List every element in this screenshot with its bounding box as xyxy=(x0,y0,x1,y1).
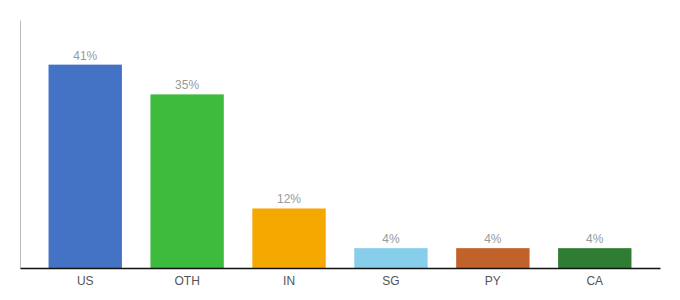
x-tick-label: SG xyxy=(382,274,399,288)
x-tick-label: IN xyxy=(283,274,295,288)
x-axis: US OTH IN SG PY CA xyxy=(21,268,661,288)
bar xyxy=(558,248,631,268)
x-tick-label: PY xyxy=(485,274,501,288)
x-axis-line xyxy=(21,268,661,270)
x-tick: CA xyxy=(586,268,603,288)
x-tick: OTH xyxy=(174,268,199,288)
bar xyxy=(252,208,325,268)
bar xyxy=(150,94,223,268)
bars xyxy=(49,65,632,268)
chart: US OTH IN SG PY CA 41% 35% 12% 4% 4% 4% xyxy=(0,0,680,300)
bar xyxy=(49,65,122,268)
x-tick-label: CA xyxy=(586,274,603,288)
x-tick: IN xyxy=(283,268,295,288)
y-axis-line xyxy=(20,21,21,269)
data-label: 4% xyxy=(382,232,400,246)
data-label: 41% xyxy=(73,49,97,63)
data-label: 35% xyxy=(175,78,199,92)
bar xyxy=(354,248,427,268)
x-tick: SG xyxy=(382,268,399,288)
x-tick-label: OTH xyxy=(174,274,199,288)
bar xyxy=(456,248,529,268)
x-tick: PY xyxy=(485,268,501,288)
x-tick: US xyxy=(77,268,94,288)
data-label: 4% xyxy=(484,232,502,246)
x-tick-label: US xyxy=(77,274,94,288)
y-axis xyxy=(20,21,21,269)
data-labels: 41% 35% 12% 4% 4% 4% xyxy=(73,49,604,247)
data-label: 12% xyxy=(277,192,301,206)
data-label: 4% xyxy=(586,232,604,246)
plot: US OTH IN SG PY CA 41% 35% 12% 4% 4% 4% xyxy=(21,21,661,288)
